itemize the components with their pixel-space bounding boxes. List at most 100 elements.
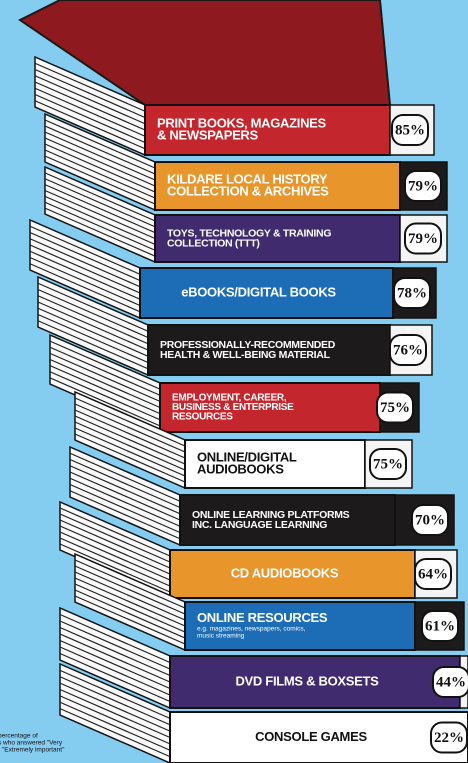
category-label: PRINT BOOKS, MAGAZINES <box>157 115 327 130</box>
page-line <box>74 589 186 639</box>
book: PRINT BOOKS, MAGAZINES& NEWSPAPERS 85% <box>34 55 435 157</box>
page-line <box>59 708 171 758</box>
page-line <box>74 397 186 447</box>
page-line <box>69 477 181 527</box>
value-label: 79% <box>408 231 438 247</box>
page-line <box>44 125 156 175</box>
page-line <box>44 137 156 187</box>
page-line <box>69 490 181 540</box>
page-line <box>37 301 149 351</box>
book: CD AUDIOBOOKS 64% <box>59 500 458 600</box>
page-line <box>44 184 156 234</box>
value-badge <box>430 721 468 754</box>
value-badge <box>421 610 459 642</box>
page-line <box>44 155 156 205</box>
page-line <box>59 646 171 696</box>
page-line <box>59 688 171 739</box>
page-line <box>34 100 146 150</box>
page-line <box>74 559 186 609</box>
category-label: & NEWSPAPERS <box>157 128 259 143</box>
page-line <box>37 295 149 345</box>
book: DVD FILMS & BOXSETS 44% <box>59 606 468 710</box>
page-line <box>37 313 149 364</box>
value-badge <box>389 334 427 366</box>
page-line <box>59 695 171 745</box>
category-label: eBOOKS/DIGITAL BOOKS <box>181 284 336 299</box>
page-line <box>44 131 156 181</box>
page-line <box>69 483 181 534</box>
page-line <box>29 256 141 307</box>
category-label: HEALTH & WELL-BEING MATERIAL <box>160 349 331 361</box>
page-line <box>69 465 181 515</box>
page-line <box>34 93 146 144</box>
page-line <box>74 565 186 615</box>
category-subtitle: e.g. magazines, newspapers, comics, <box>197 626 306 633</box>
page-line <box>59 537 171 587</box>
page-line <box>49 352 161 402</box>
page-line <box>59 519 171 569</box>
page-line <box>37 320 149 370</box>
value-label: 61% <box>425 618 455 634</box>
page-line <box>59 639 171 690</box>
page-line <box>74 409 186 459</box>
value-label: 64% <box>418 566 448 582</box>
page-line <box>44 172 156 222</box>
page-line <box>74 577 186 627</box>
category-label: CD AUDIOBOOKS <box>231 565 339 580</box>
page-line <box>44 207 156 257</box>
footnote: s who answered "Very <box>0 740 63 747</box>
category-label: RESOURCES <box>172 412 233 423</box>
page-line <box>44 149 156 199</box>
value-label: 75% <box>380 400 410 416</box>
page-line <box>29 231 141 282</box>
category-label: PROFESSIONALLY-RECOMMENDED <box>160 339 336 351</box>
page-line <box>74 403 186 453</box>
page-line <box>69 458 181 509</box>
page-line <box>59 507 171 557</box>
category-label: ONLINE LEARNING PLATFORMS <box>192 509 350 521</box>
page-line <box>74 595 186 645</box>
page-line <box>74 427 186 477</box>
book-spine <box>169 549 416 599</box>
page-line <box>29 244 141 294</box>
page-line <box>49 340 161 390</box>
page-line <box>59 620 171 670</box>
page-line <box>29 238 141 288</box>
page-line <box>37 307 149 357</box>
page-line <box>29 250 141 300</box>
book-spine <box>169 711 468 763</box>
page-line <box>59 626 171 677</box>
category-label: CONSOLE GAMES <box>255 729 367 744</box>
category-label: COLLECTION & ARCHIVES <box>167 184 329 199</box>
page-line <box>74 415 186 465</box>
page-line <box>59 633 171 683</box>
value-label: 78% <box>397 285 427 301</box>
book-cover <box>18 0 392 106</box>
page-line <box>59 543 171 593</box>
category-label: BUSINESS & ENTERPRISE <box>172 402 294 413</box>
page-line <box>74 421 186 471</box>
page-line <box>29 225 141 275</box>
book-spine <box>154 214 401 263</box>
value-label: 79% <box>408 178 438 194</box>
value-label: 70% <box>415 512 445 528</box>
page-line <box>74 433 186 483</box>
page-line <box>29 263 141 313</box>
page-line <box>59 652 171 703</box>
category-subtitle: music streaming <box>197 633 245 640</box>
page-line <box>44 119 156 169</box>
footnote: r "Extremely important" <box>0 747 65 754</box>
value-label: 85% <box>395 122 425 138</box>
value-label: 22% <box>434 730 464 746</box>
page-line <box>49 371 161 421</box>
value-label: 44% <box>436 674 466 690</box>
page-line <box>37 282 149 332</box>
book: eBOOKS/DIGITAL BOOKS 78% <box>29 218 437 320</box>
value-badge <box>391 114 429 146</box>
book-spine <box>184 601 416 651</box>
page-line <box>74 571 186 621</box>
value-badge <box>414 558 452 590</box>
